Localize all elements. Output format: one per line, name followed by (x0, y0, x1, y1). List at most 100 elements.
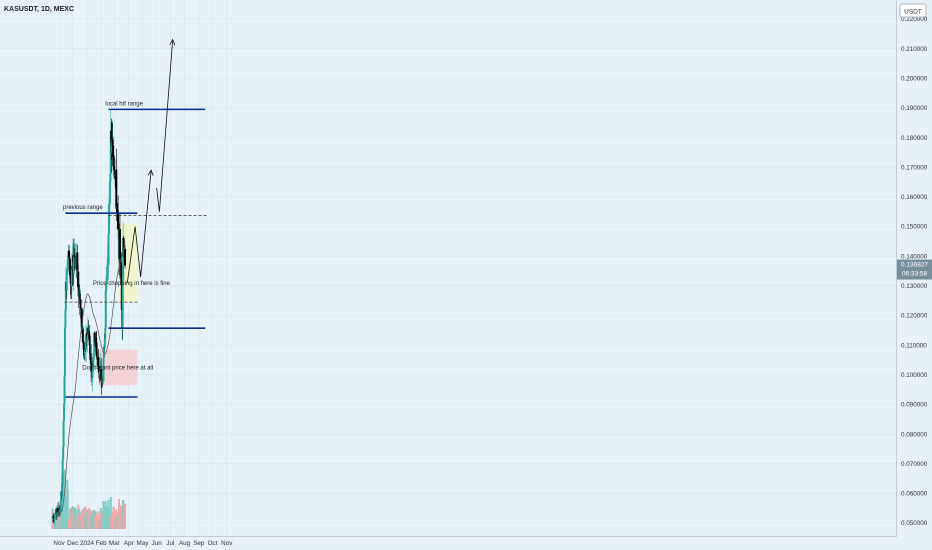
candle-body (88, 332, 91, 336)
volume-bar (124, 503, 127, 529)
arrow-head (147, 169, 154, 176)
price-tick-label: 0.140000 (901, 253, 928, 260)
time-tick-label: May (136, 540, 149, 547)
last-price-tag: 0.136827 06:33:58 (897, 259, 932, 280)
candle-body (64, 309, 67, 328)
candle-body (107, 234, 110, 266)
no-go-zone[interactable] (98, 349, 138, 386)
time-tick-label: Aug (179, 540, 191, 547)
candle-body (78, 290, 81, 304)
price-tick-label: 0.070000 (901, 461, 928, 468)
projection-leg-2[interactable] (156, 39, 174, 212)
candle-body (63, 403, 66, 421)
candle-body (53, 518, 56, 519)
no-price-note-label: Don't want price here at all (82, 365, 153, 371)
candle-body (93, 333, 96, 353)
candle-body (92, 359, 95, 370)
price-tick-label: 0.220000 (901, 16, 928, 23)
candle-body (121, 280, 124, 329)
candle-body (102, 357, 105, 382)
candle-body (85, 335, 88, 350)
candle-body (62, 446, 65, 460)
levels[interactable] (64, 108, 208, 398)
time-tick-label: Sep (193, 540, 205, 547)
candle-body (68, 257, 71, 260)
candle-body (69, 275, 72, 280)
candle-body (122, 237, 125, 255)
candle-body (106, 266, 109, 278)
candle-body (74, 257, 77, 267)
candle-body (107, 204, 110, 235)
candle-body (95, 337, 98, 343)
candle-body (105, 277, 108, 285)
projection-path[interactable] (126, 38, 176, 283)
time-tick-label: Nov (221, 540, 233, 547)
projection-leg-1[interactable] (126, 170, 152, 283)
price-tick-label: 0.120000 (901, 313, 928, 320)
candle-body (112, 157, 115, 166)
price-tick-label: 0.200000 (901, 75, 928, 82)
candle-body (102, 381, 105, 382)
price-tick-label: 0.160000 (901, 194, 928, 201)
candle-body (57, 507, 60, 512)
candle-body (104, 290, 107, 328)
candle-body (122, 237, 125, 281)
currency-button[interactable]: USDT (899, 3, 927, 18)
candle-body (124, 248, 127, 266)
price-tick-label: 0.050000 (901, 520, 928, 527)
candle-body (100, 368, 103, 380)
arrow-head (169, 38, 176, 46)
candle-body (56, 513, 59, 515)
candle-body (97, 365, 100, 373)
candle-body (107, 265, 110, 266)
candle-body (96, 355, 99, 359)
candle-body (79, 299, 82, 315)
candle-body (90, 353, 93, 371)
time-tick-label: Mar (109, 540, 120, 547)
price-tick-label: 0.080000 (901, 431, 928, 438)
price-tick-label: 0.130000 (901, 283, 928, 290)
candle-body (80, 308, 83, 330)
candle-body (117, 214, 120, 224)
candle-body (95, 342, 98, 356)
candle-body (120, 264, 123, 285)
symbol-title: KASUSDT, 1D, MEXC (4, 6, 74, 13)
price-axis-labels: 0.050000 0.060000 0.070000 0.080000 0.090000… (901, 16, 928, 527)
candle-body (68, 250, 71, 258)
time-tick-label: Feb (96, 540, 107, 547)
candle-body (105, 284, 108, 291)
candle-body (110, 130, 113, 143)
candle-body (59, 499, 62, 511)
last-price: 0.136827 (901, 262, 928, 269)
candle-body (69, 259, 72, 276)
price-tick-label: 0.210000 (901, 46, 928, 53)
time-axis-labels: Nov Dec 2024 Feb Mar Apr May Jun Jul Aug Sep Oct Nov (53, 540, 233, 547)
time-tick-label: Jul (166, 540, 174, 547)
candle-body (86, 336, 89, 342)
chop-note-label: Price chopping in here is fine (93, 281, 171, 287)
candle-body (104, 327, 107, 339)
price-tick-label: 0.090000 (901, 402, 928, 409)
candle-body (83, 352, 86, 355)
candle-body (109, 173, 112, 183)
candle-body (61, 459, 64, 486)
candle-body (65, 271, 68, 291)
candle-body (66, 259, 69, 270)
candle-body (77, 271, 80, 287)
candle-body (112, 145, 115, 158)
candle-body (118, 228, 121, 259)
candle-body (115, 169, 118, 209)
price-tick-label: 0.150000 (901, 224, 928, 231)
ma-line (57, 241, 126, 516)
candle-body (70, 268, 73, 286)
previous-range-label: previous range (63, 205, 103, 211)
candle-body (63, 376, 66, 404)
candle-body (119, 261, 122, 265)
price-tick-label: 0.170000 (901, 164, 928, 171)
candle-body (102, 346, 105, 358)
candles[interactable] (51, 109, 127, 525)
candle-body (113, 169, 116, 176)
